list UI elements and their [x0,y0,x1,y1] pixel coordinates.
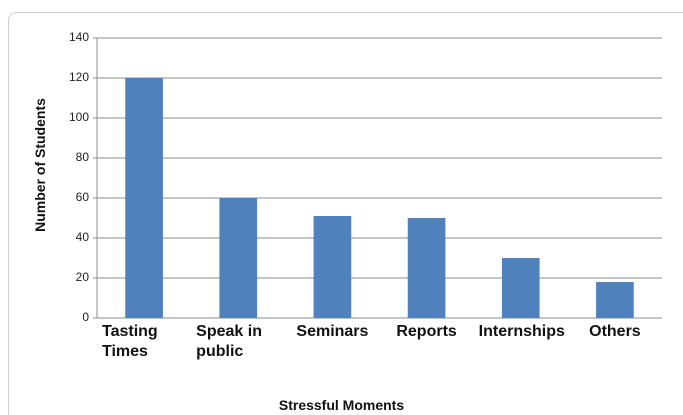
y-tick-label: 40 [76,230,90,244]
y-tick-label: 100 [69,110,89,124]
y-tick-label: 0 [82,310,89,324]
y-tick-label: 20 [76,270,90,284]
bar [313,216,352,318]
x-tick-label: Internships [478,323,565,340]
y-tick-label: 60 [76,190,90,204]
bar [407,218,446,318]
bar [219,198,258,318]
y-tick-label: 140 [69,30,89,44]
y-tick-label: 80 [76,150,90,164]
bar [125,78,163,318]
x-axis-title: Stressful Moments [278,397,405,413]
y-tick-label: 120 [69,70,89,84]
y-axis-title: Number of Students [32,98,48,232]
x-tick-label: Reports [396,323,457,340]
x-tick-label: Others [589,323,641,340]
x-tick-label: Seminars [296,323,369,340]
card [8,12,683,415]
x-tick-label: Tasting Times [102,323,158,360]
bar [596,282,634,318]
x-tick-label: Speak in public [196,323,262,360]
bar [501,258,540,318]
